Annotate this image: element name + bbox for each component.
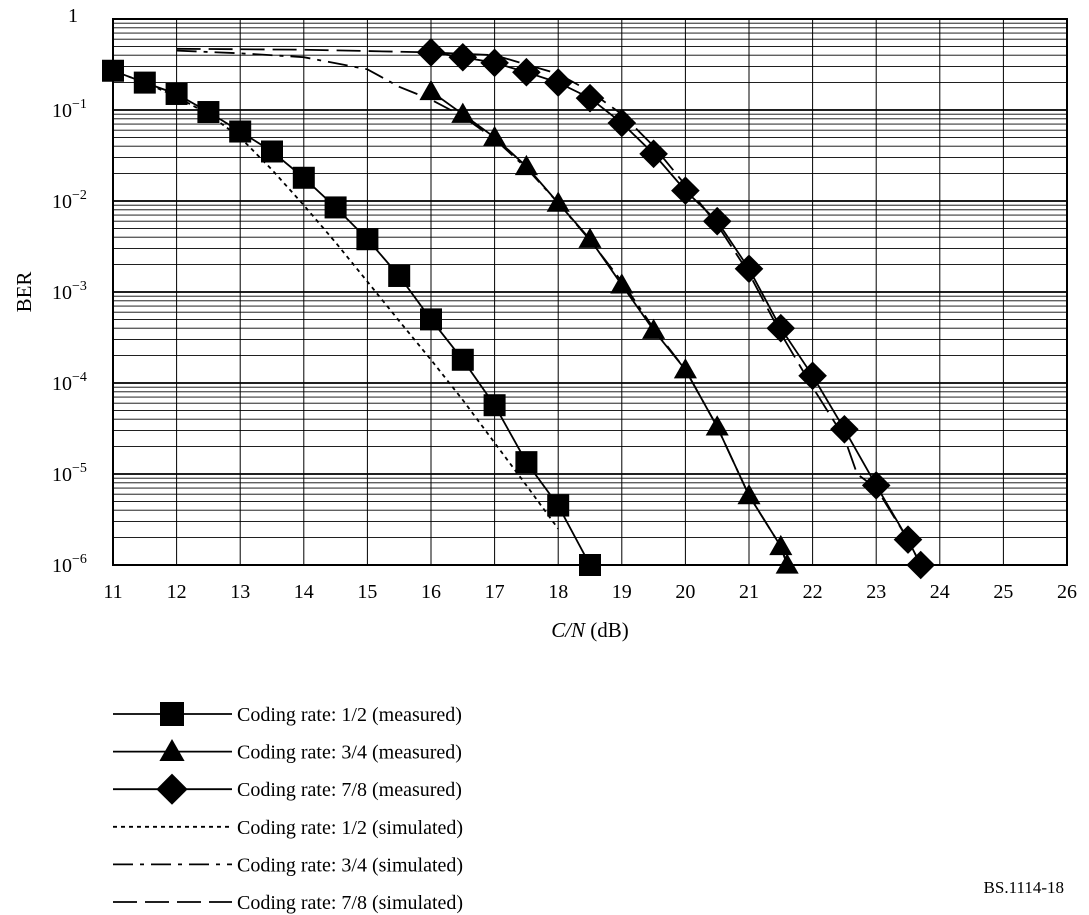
legend-item: Coding rate: 3/4 (measured) (113, 739, 462, 764)
data-point (448, 42, 478, 72)
data-point (579, 554, 601, 576)
data-point (480, 48, 509, 78)
data-point (514, 154, 538, 176)
x-tick-label: 22 (803, 581, 823, 603)
data-point (861, 471, 891, 500)
x-axis-label: C/N (dB) (551, 618, 629, 642)
legend-label: Coding rate: 7/8 (simulated) (237, 892, 463, 914)
x-tick-label: 24 (930, 581, 950, 603)
y-tick-label: 10−5 (52, 461, 87, 486)
x-tick-label: 13 (230, 581, 250, 603)
data-point (420, 308, 442, 331)
legend-label: Coding rate: 7/8 (measured) (237, 779, 462, 801)
data-point (546, 191, 570, 212)
x-tick-label: 23 (866, 581, 886, 603)
data-point (610, 273, 634, 294)
data-point (543, 68, 573, 97)
legend-item: Coding rate: 3/4 (simulated) (113, 854, 463, 876)
data-point (775, 553, 799, 574)
data-point (893, 525, 923, 554)
series-markers (102, 38, 936, 580)
data-point (356, 228, 379, 251)
x-tick-label: 17 (485, 581, 505, 603)
legend-item: Coding rate: 1/2 (simulated) (113, 817, 463, 839)
data-point (705, 415, 729, 436)
data-point (292, 166, 315, 189)
data-point (737, 483, 761, 505)
series-line-5 (176, 49, 789, 565)
y-tick-label: 1 (68, 5, 78, 27)
y-tick-label: 10−3 (52, 279, 87, 304)
y-tick-label: 10−1 (52, 97, 87, 122)
data-point (578, 227, 602, 248)
data-point (229, 120, 252, 143)
data-point (830, 414, 859, 444)
x-tick-label: 18 (548, 581, 568, 603)
x-tick-label: 15 (357, 581, 377, 603)
x-tick-label: 14 (294, 581, 314, 603)
data-point (766, 313, 796, 343)
y-tick-label: 10−4 (52, 370, 87, 395)
data-point (607, 108, 637, 138)
legend-item: Coding rate: 7/8 (simulated) (113, 892, 463, 914)
data-point (512, 57, 541, 87)
x-tick-label: 12 (167, 581, 187, 603)
data-point (197, 101, 220, 124)
y-tick-label: 10−2 (52, 188, 87, 213)
x-tick-label: 16 (421, 581, 441, 603)
data-point (515, 451, 538, 474)
x-tick-label: 19 (612, 581, 632, 603)
data-point (639, 139, 668, 169)
legend-marker (156, 773, 188, 805)
x-tick-label: 25 (993, 581, 1013, 603)
data-point (416, 38, 446, 67)
legend-marker (160, 702, 184, 726)
data-point (575, 83, 605, 113)
x-tick-labels: 11 12 13 14 15 16 17 18 19 20 21 22 23 24 25 26 (103, 581, 1077, 603)
x-tick-label: 26 (1057, 581, 1077, 603)
data-point (642, 318, 666, 339)
legend-label: Coding rate: 3/4 (measured) (237, 742, 462, 764)
data-point (483, 394, 506, 417)
data-point (483, 125, 507, 147)
x-tick-label: 11 (103, 581, 122, 603)
data-point (671, 176, 700, 205)
legend-label: Coding rate: 3/4 (simulated) (237, 854, 463, 876)
x-axis-label-var: C/N (551, 618, 586, 642)
x-tick-label: 20 (675, 581, 695, 603)
data-point (451, 102, 475, 123)
legend: Coding rate: 1/2 (measured) Coding rate: … (113, 702, 463, 914)
legend-marker (159, 739, 185, 762)
y-axis-label: BER (12, 272, 36, 313)
grid (113, 18, 1067, 566)
figure-reference: BS.1114-18 (983, 878, 1064, 897)
data-point (419, 79, 443, 101)
legend-item: Coding rate: 7/8 (measured) (113, 773, 462, 805)
x-tick-label: 21 (739, 581, 759, 603)
data-point (547, 494, 570, 517)
y-tick-labels: 1 10−1 10−2 10−3 10−4 10−5 10−6 (52, 5, 87, 577)
legend-item: Coding rate: 1/2 (measured) (113, 702, 462, 726)
data-point (324, 196, 347, 219)
data-point (451, 348, 474, 371)
data-point (261, 140, 283, 163)
series-line-6 (176, 47, 922, 565)
legend-label: Coding rate: 1/2 (measured) (237, 704, 462, 726)
data-point (798, 361, 827, 391)
y-tick-label: 10−6 (52, 552, 87, 577)
data-point (702, 206, 732, 236)
data-point (133, 71, 156, 94)
data-point (906, 550, 936, 580)
data-point (165, 82, 188, 105)
data-point (769, 534, 793, 556)
data-point (673, 358, 697, 379)
data-point (734, 254, 764, 284)
legend-label: Coding rate: 1/2 (simulated) (237, 817, 463, 839)
data-point (388, 264, 411, 287)
x-axis-label-unit: (dB) (585, 618, 629, 642)
series-line-1 (113, 69, 591, 565)
data-point (102, 59, 124, 82)
